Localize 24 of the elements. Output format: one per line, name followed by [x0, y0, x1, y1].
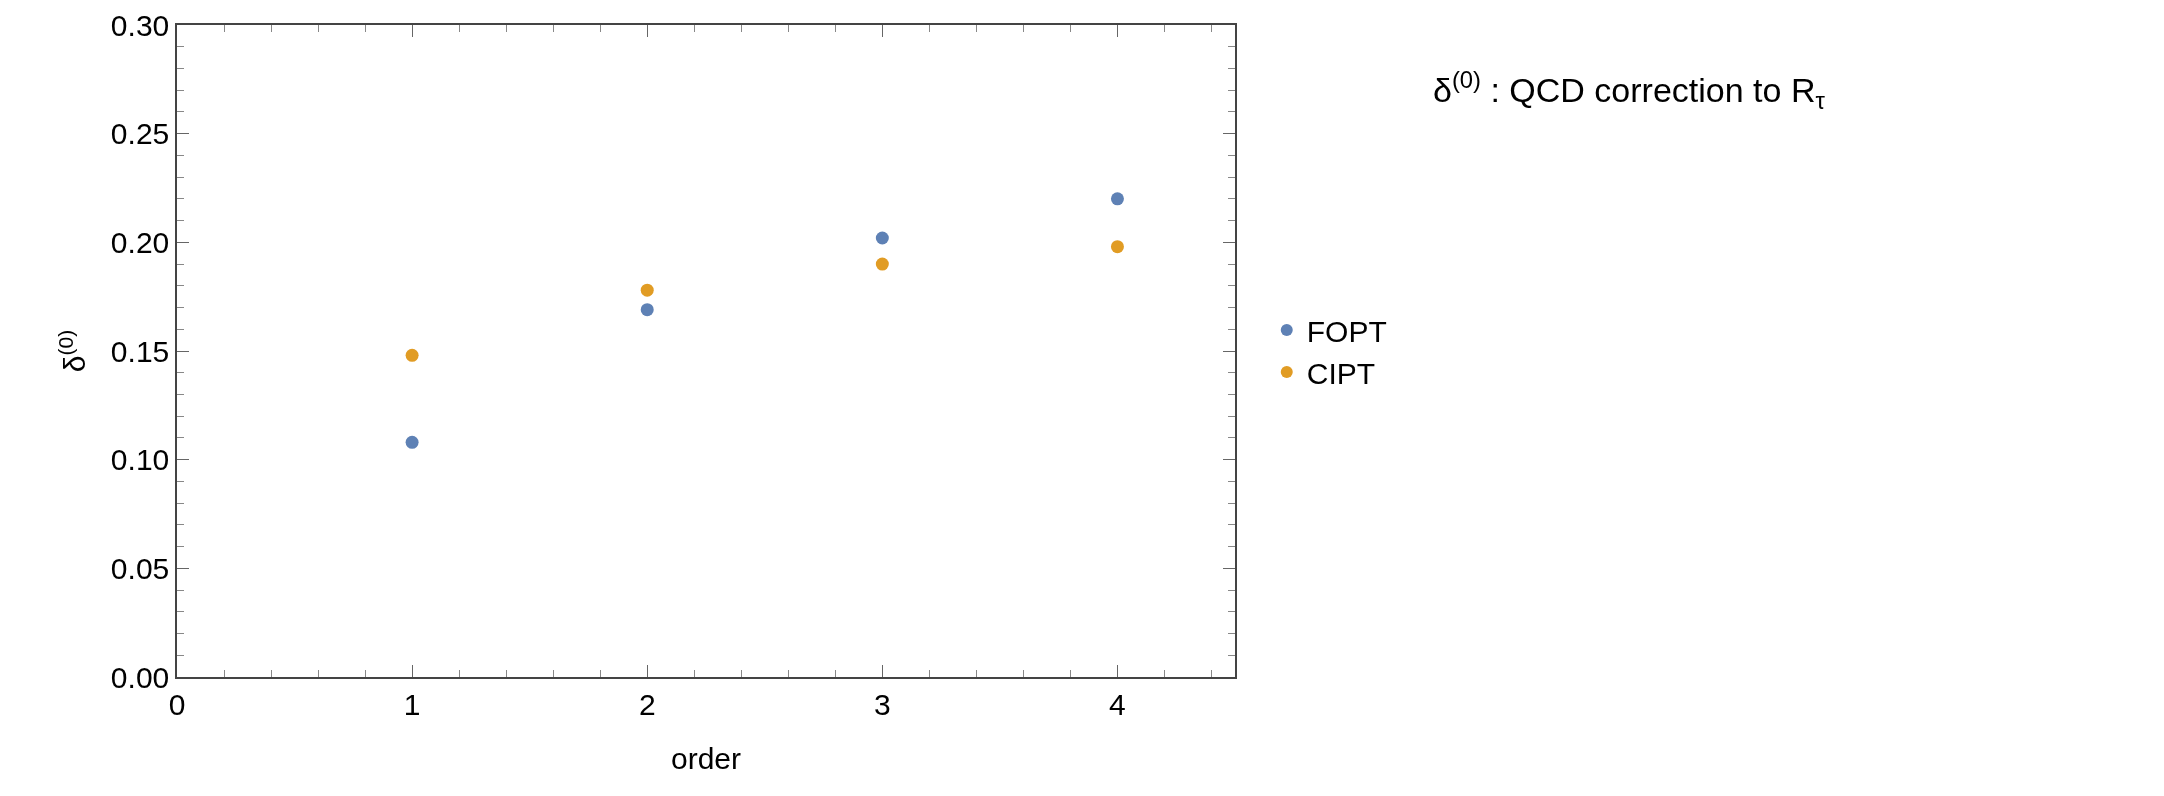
point [875, 257, 889, 271]
x-tick-label: 0 [168, 687, 186, 721]
point [405, 435, 419, 449]
legend-label: CIPT [1306, 356, 1376, 390]
x-tick-label: 3 [873, 687, 891, 721]
x-tick-label: 2 [638, 687, 656, 721]
point [1110, 192, 1124, 206]
y-tick-label: 0.10 [110, 443, 170, 477]
y-tick-label: 0.00 [110, 660, 170, 694]
point [875, 231, 889, 245]
point [405, 348, 419, 362]
y-tick-label: 0.30 [110, 8, 170, 42]
point [1110, 240, 1124, 254]
legend-label: FOPT [1306, 314, 1387, 348]
y-tick-label: 0.20 [110, 225, 170, 259]
point [640, 283, 654, 297]
point [640, 303, 654, 317]
y-tick-label: 0.25 [110, 117, 170, 151]
y-tick-label: 0.05 [110, 551, 170, 585]
x-axis-title: order [670, 741, 742, 775]
text: δ$^{(0)}$ : QCD correction to R$_{τ}$ [1433, 66, 1826, 115]
x-tick-label: 1 [403, 687, 421, 721]
x-tick-label: 4 [1109, 687, 1126, 721]
y-tick-label: 0.15 [110, 334, 170, 368]
